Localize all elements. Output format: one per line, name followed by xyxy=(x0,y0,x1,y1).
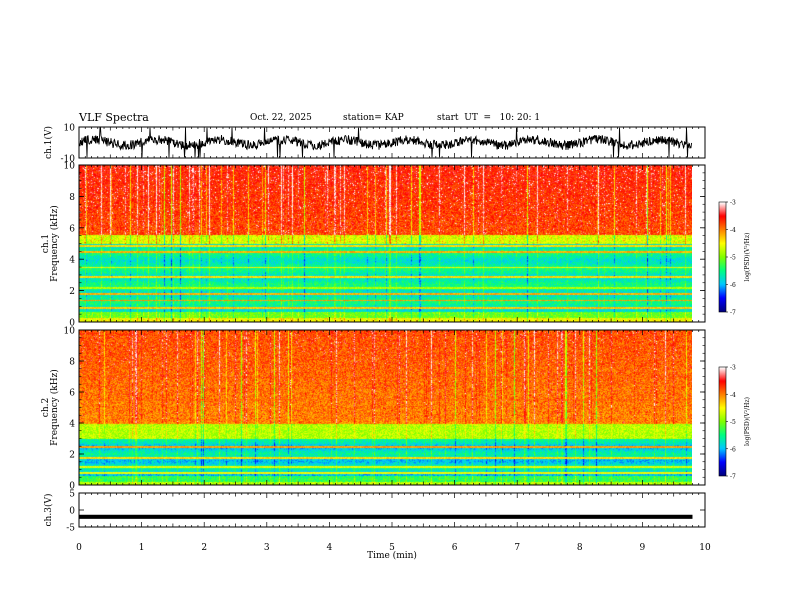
y-tick-label: -5 xyxy=(66,524,75,534)
colorbar-tick-label: -4 xyxy=(730,392,736,399)
station-label: station= KAP xyxy=(343,113,404,123)
colorbar-tick-label: -5 xyxy=(730,419,736,426)
colorbar-tick-label: -3 xyxy=(730,200,736,207)
x-axis-label: Time (min) xyxy=(367,550,417,561)
start-time-label: start UT = 10: 20: 1 xyxy=(437,113,541,123)
colorbar-tick-label: -6 xyxy=(730,282,736,289)
spectrogram-images xyxy=(79,165,726,485)
y-tick-label: 8 xyxy=(69,193,75,203)
ch3-waveform-frame xyxy=(78,492,706,528)
date-label: Oct. 22, 2025 xyxy=(250,113,312,123)
y-tick-label: 8 xyxy=(69,358,75,368)
ch2-spectrogram-image xyxy=(79,330,692,485)
ch1-spectrogram-image xyxy=(79,165,692,322)
y-tick-label: 0 xyxy=(69,507,75,517)
y-tick-label: 5 xyxy=(69,490,75,500)
y-tick-label: -10 xyxy=(61,155,76,165)
y-tick-label: 2 xyxy=(69,287,75,297)
ch1-spectrogram-ylabel2: Frequency (kHz) xyxy=(49,205,60,282)
y-tick-label: 6 xyxy=(69,389,75,399)
y-tick-label: 10 xyxy=(64,327,76,337)
y-tick-label: 2 xyxy=(69,451,75,461)
colorbar-tick-label: -7 xyxy=(730,310,736,317)
ch3-waveform-trace xyxy=(79,514,693,519)
y-tick-label: 0 xyxy=(69,482,75,492)
colorbar-1 xyxy=(719,202,726,312)
x-tick-label: 1 xyxy=(139,543,145,553)
y-tick-label: 6 xyxy=(69,224,75,234)
ch1-waveform-trace xyxy=(78,127,693,158)
colorbar-tick-label: -7 xyxy=(730,474,736,481)
x-tick-label: 7 xyxy=(514,543,520,553)
colorbar-tick-label: -5 xyxy=(730,255,736,262)
y-tick-label: 4 xyxy=(69,256,75,266)
chart-title: VLF Spectra xyxy=(79,111,149,124)
ch2-spectrogram-ylabel2: Frequency (kHz) xyxy=(49,369,60,446)
x-tick-label: 9 xyxy=(640,543,646,553)
ch2-spectrogram-ylabel: ch.2 xyxy=(41,398,51,417)
colorbar-label: log(PSD)(V²/Hz) xyxy=(744,397,751,446)
colorbar-2 xyxy=(719,367,726,476)
y-tick-label: 10 xyxy=(64,162,76,172)
x-tick-label: 8 xyxy=(577,543,583,553)
colorbar-tick-label: -3 xyxy=(730,365,736,372)
x-tick-label: 6 xyxy=(452,543,458,553)
x-tick-label: 2 xyxy=(201,543,207,553)
y-tick-label: 0 xyxy=(69,319,75,329)
waveform-traces xyxy=(78,127,693,519)
colorbar-tick-label: -6 xyxy=(730,446,736,453)
colorbar-tick-label: -4 xyxy=(730,227,736,234)
x-tick-label: 3 xyxy=(264,543,270,553)
x-tick-label: 5 xyxy=(389,543,395,553)
ch3-waveform-ylabel: ch.3(V) xyxy=(43,494,54,527)
colorbar-label: log(PSD)(V²/Hz) xyxy=(744,233,751,282)
ch1-spectrogram-ylabel: ch.1 xyxy=(41,234,51,253)
x-tick-label: 0 xyxy=(76,543,82,553)
ch1-waveform-ylabel: ch.1(V) xyxy=(43,126,54,159)
x-tick-label: 10 xyxy=(699,543,711,553)
y-tick-label: 10 xyxy=(64,124,76,134)
x-tick-label: 4 xyxy=(327,543,333,553)
axes xyxy=(78,126,728,528)
y-tick-label: 4 xyxy=(69,420,75,430)
